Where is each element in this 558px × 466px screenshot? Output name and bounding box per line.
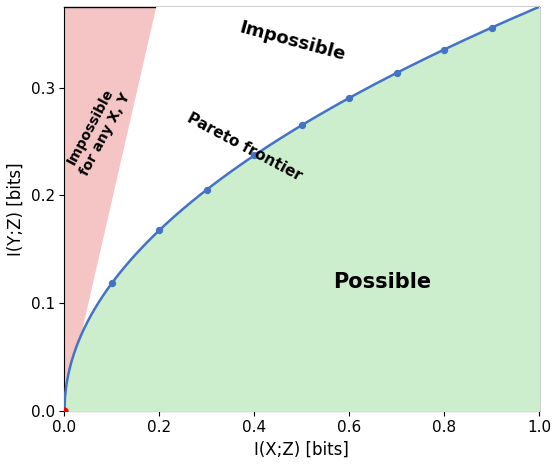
Point — [440, 46, 449, 53]
Y-axis label: I(Y;Z) [bits]: I(Y;Z) [bits] — [7, 162, 25, 256]
Text: Pareto frontier: Pareto frontier — [185, 110, 305, 184]
Polygon shape — [65, 7, 539, 411]
Point — [203, 186, 211, 193]
Point — [297, 122, 306, 129]
Text: Impossible: Impossible — [237, 19, 347, 64]
Text: Possible: Possible — [333, 272, 431, 292]
Polygon shape — [65, 7, 157, 411]
X-axis label: I(X;Z) [bits]: I(X;Z) [bits] — [254, 441, 349, 459]
Point — [345, 94, 354, 102]
Point — [487, 24, 496, 31]
Text: Impossible
for any X, Y: Impossible for any X, Y — [63, 83, 133, 178]
Point — [108, 279, 117, 287]
Point — [60, 407, 69, 414]
Point — [155, 226, 164, 234]
Point — [250, 151, 259, 159]
Point — [60, 407, 69, 414]
Point — [392, 69, 401, 76]
